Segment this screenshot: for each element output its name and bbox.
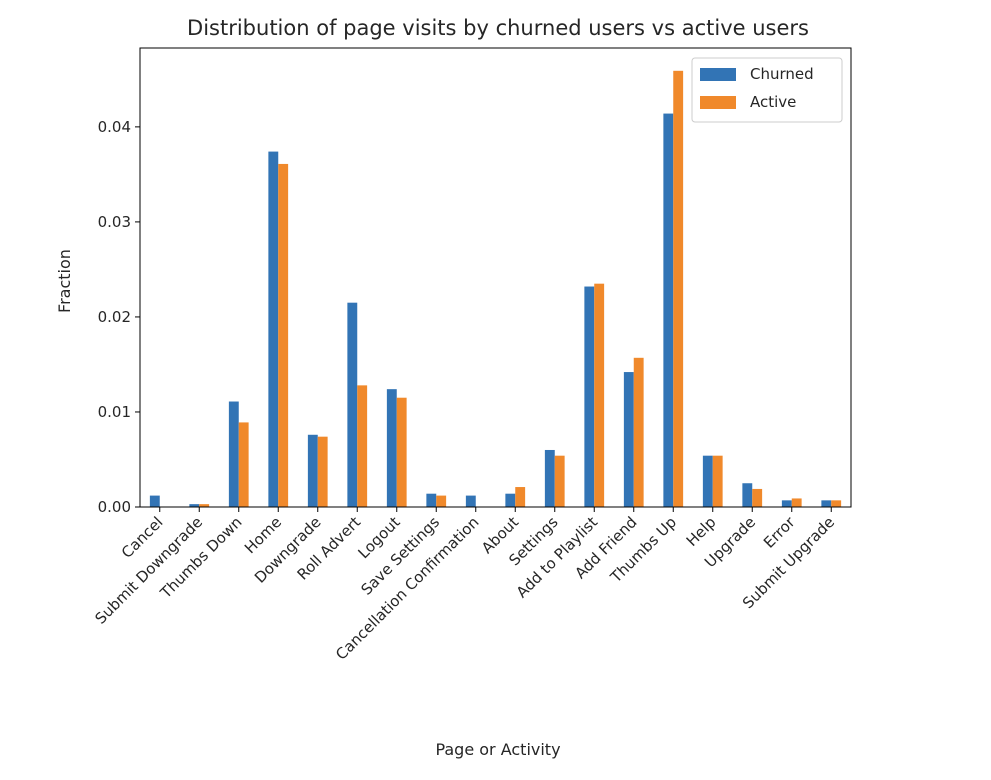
bar-active xyxy=(515,487,526,507)
axes-frame xyxy=(139,47,852,508)
bar-churned xyxy=(189,504,200,507)
bar-active xyxy=(594,283,605,507)
y-tick-label: 0.02 xyxy=(98,308,131,326)
bar-active xyxy=(831,500,842,507)
bar-churned xyxy=(307,434,318,507)
bar-active xyxy=(752,488,763,507)
bar-churned xyxy=(663,113,674,508)
y-tick-label: 0.00 xyxy=(98,498,131,516)
y-tick-label: 0.03 xyxy=(98,213,131,231)
legend-label-churned: Churned xyxy=(750,65,814,83)
bar-active xyxy=(357,385,368,507)
legend-label-active: Active xyxy=(750,93,796,111)
bar-active xyxy=(199,504,210,507)
bar-churned xyxy=(505,493,516,507)
bar-churned xyxy=(386,389,397,507)
y-tick-label: 0.01 xyxy=(98,403,131,421)
bar-active xyxy=(436,495,447,507)
bar-churned xyxy=(268,151,279,507)
bar-churned xyxy=(149,495,160,507)
x-axis-label: Page or Activity xyxy=(435,740,560,759)
bar-churned xyxy=(426,493,437,507)
chart-title: Distribution of page visits by churned u… xyxy=(187,16,809,40)
bar-active xyxy=(791,498,802,507)
bar-churned xyxy=(347,302,358,507)
y-tick-label: 0.04 xyxy=(98,118,131,136)
y-axis-label: Fraction xyxy=(55,249,74,313)
bar-active xyxy=(278,163,289,508)
bar-churned xyxy=(623,372,634,507)
bar-churned xyxy=(228,401,239,507)
bar-churned xyxy=(584,286,595,507)
bar-active xyxy=(712,455,723,507)
bar-active xyxy=(673,70,684,507)
bar-active xyxy=(317,436,328,507)
legend-swatch-active xyxy=(700,96,736,109)
bar-churned xyxy=(742,483,753,507)
bar-churned xyxy=(465,495,476,507)
bar-active xyxy=(633,357,644,507)
bar-active xyxy=(554,455,565,507)
bar-churned xyxy=(781,500,792,507)
legend-swatch-churned xyxy=(700,68,736,81)
bar-active xyxy=(238,422,249,507)
bar-churned xyxy=(702,455,713,507)
bar-churned xyxy=(544,449,555,507)
bar-active xyxy=(396,397,407,507)
bar-churned xyxy=(821,500,832,507)
